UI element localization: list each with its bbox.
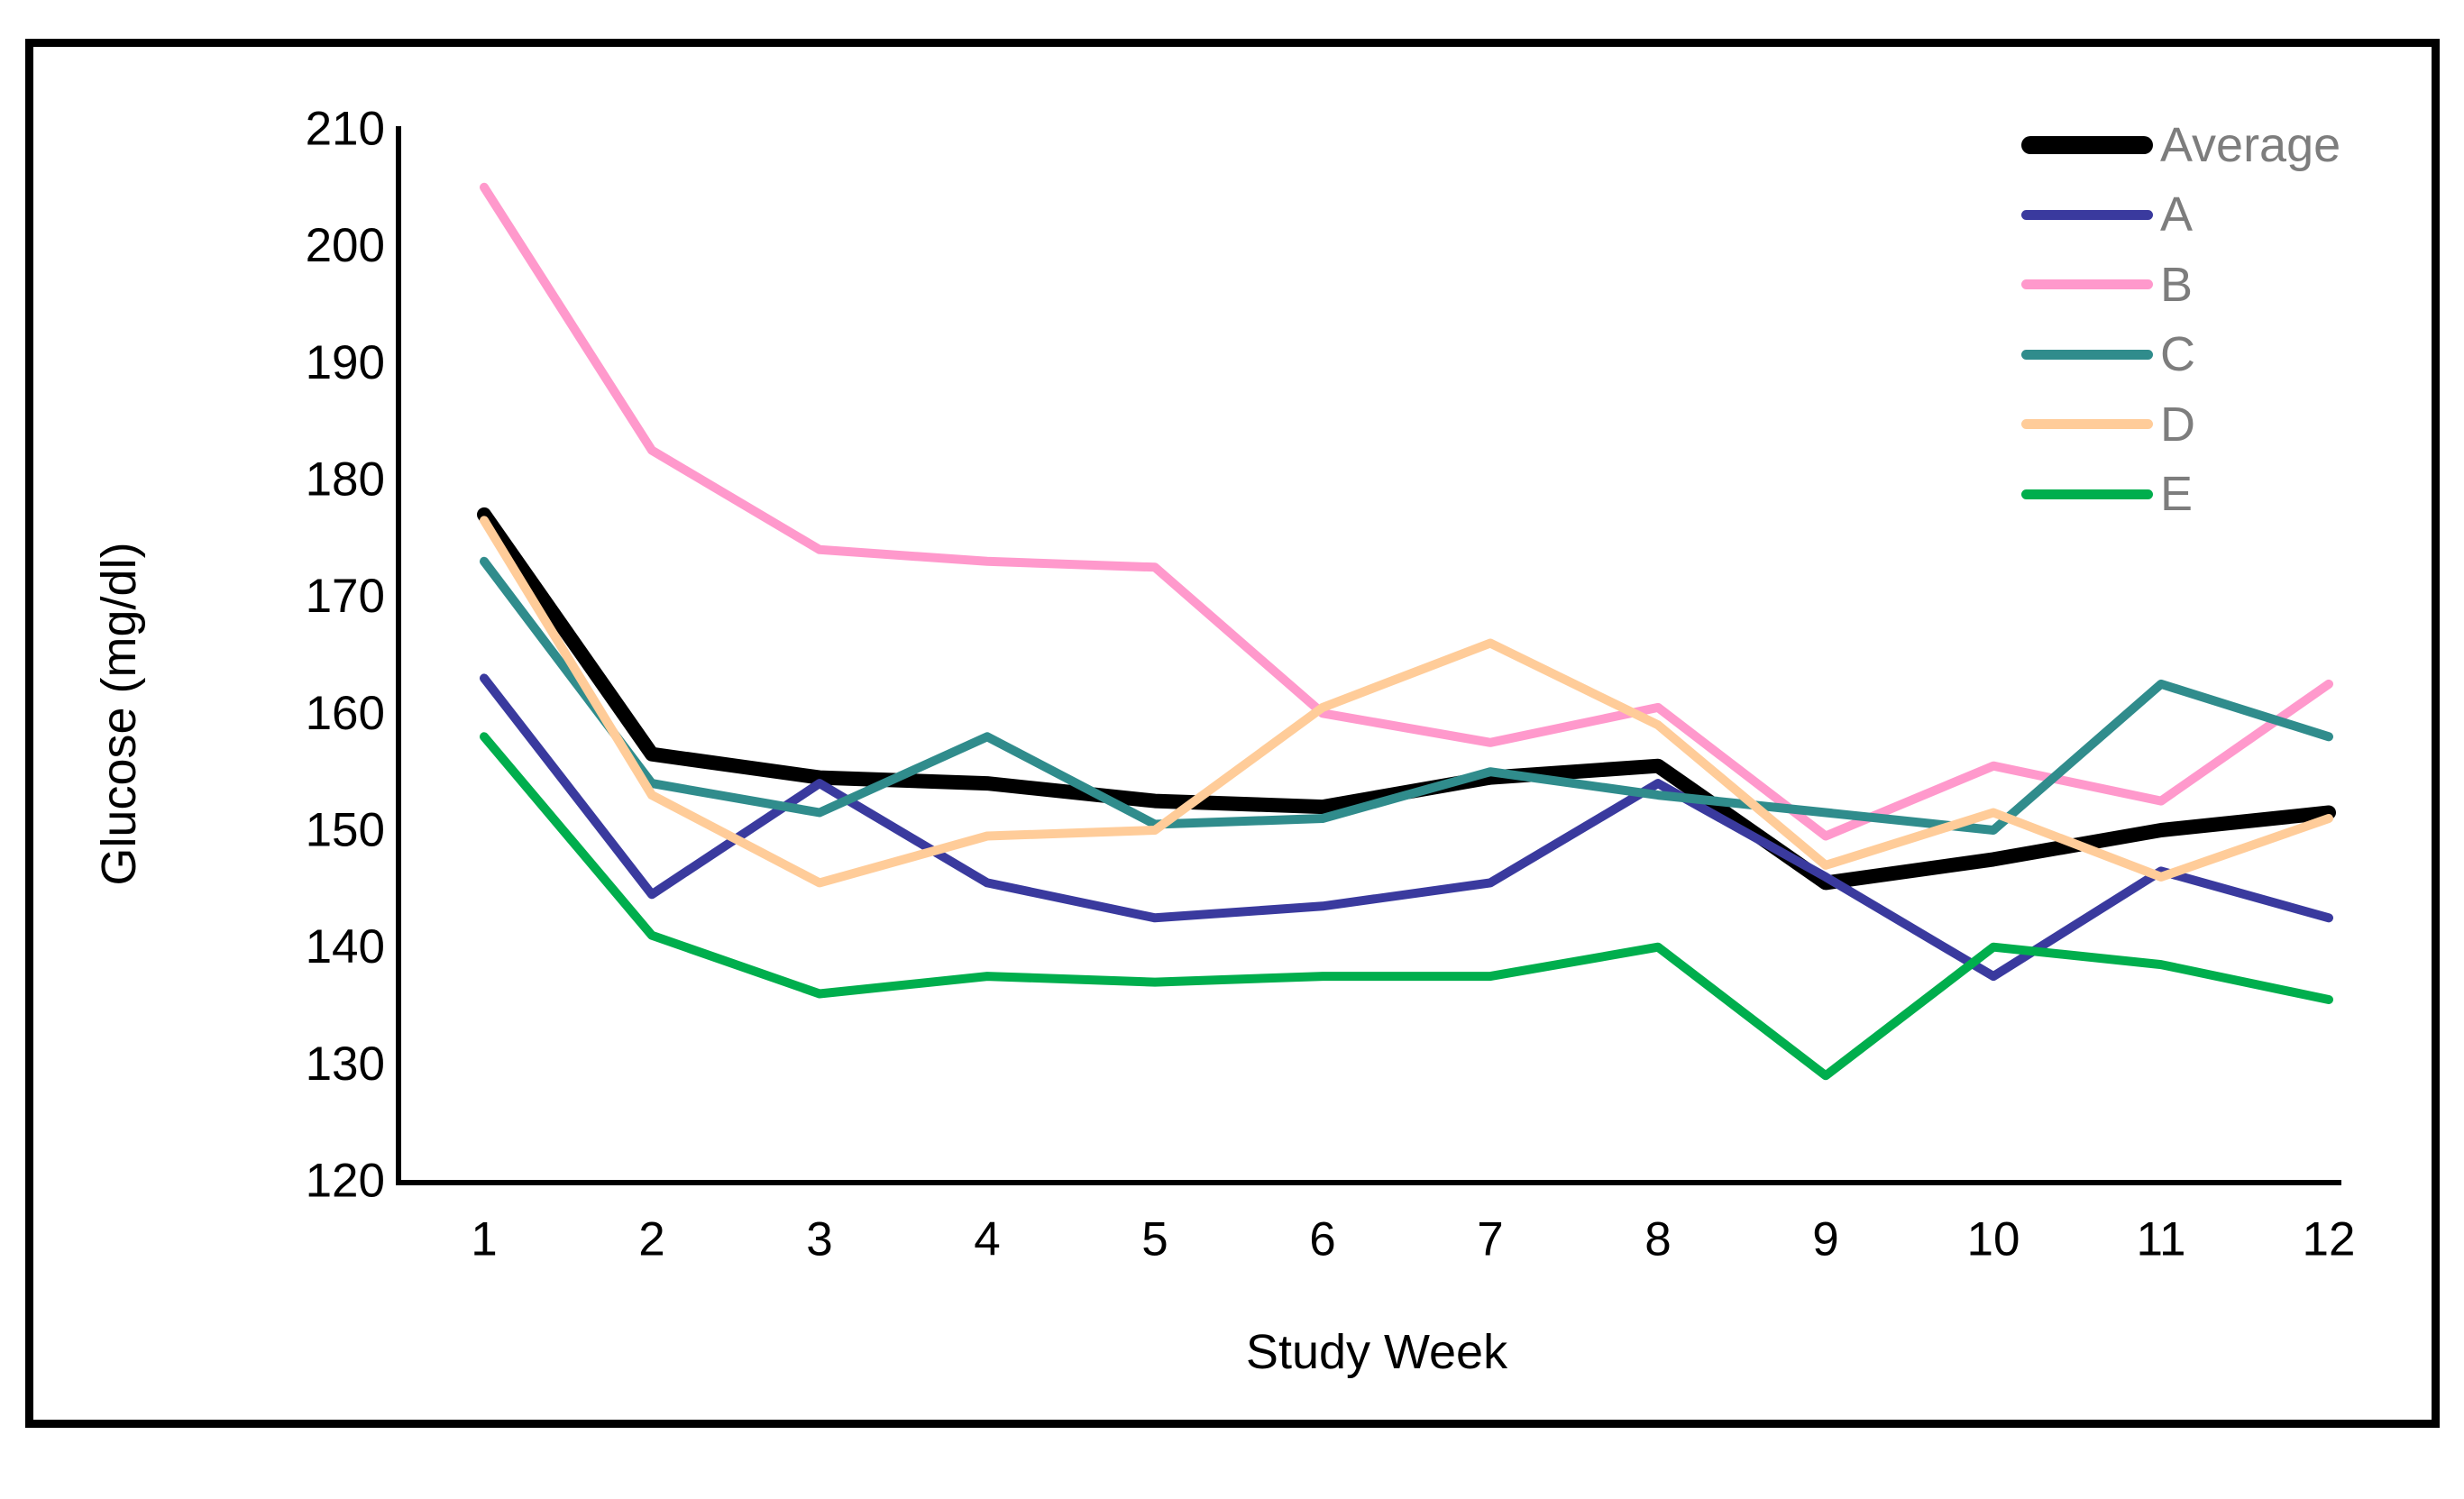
x-tick-label: 3 <box>806 1213 832 1266</box>
x-tick-label: 2 <box>638 1213 664 1266</box>
legend-swatch-d <box>2021 419 2153 430</box>
x-tick-label: 8 <box>1644 1213 1671 1266</box>
x-tick-label: 7 <box>1477 1213 1503 1266</box>
legend-label-d: D <box>2160 397 2195 452</box>
series-line-c <box>480 556 2333 835</box>
y-tick-label: 170 <box>306 570 385 623</box>
y-tick-label: 150 <box>306 804 385 857</box>
legend-label-c: C <box>2160 327 2195 382</box>
x-tick-label: 9 <box>1812 1213 1838 1266</box>
legend-swatch-b <box>2021 279 2153 290</box>
legend-label-b: B <box>2160 257 2194 312</box>
x-axis-title: Study Week <box>1245 1325 1508 1379</box>
y-tick-label: 130 <box>306 1037 385 1091</box>
legend-swatch-e <box>2021 489 2153 499</box>
legend-item-c: C <box>2021 320 2340 390</box>
legend-item-average: Average <box>2021 110 2340 180</box>
y-tick-label: 120 <box>306 1155 385 1208</box>
y-tick-label: 180 <box>306 453 385 507</box>
series-line-b <box>480 182 2333 841</box>
legend-label-a: A <box>2160 187 2194 242</box>
legend: Average A B C D E <box>2021 110 2340 529</box>
y-tick-label: 210 <box>306 103 385 156</box>
x-tick-label: 12 <box>2303 1213 2356 1266</box>
legend-item-d: D <box>2021 389 2340 460</box>
series-line-e <box>480 732 2333 1081</box>
legend-label-e: E <box>2160 467 2194 522</box>
y-tick-label: 200 <box>306 219 385 272</box>
legend-item-e: E <box>2021 460 2340 530</box>
x-tick-label: 10 <box>1967 1213 2020 1266</box>
y-tick-label: 190 <box>306 336 385 389</box>
figure-frame: Glucose (mg/dl) Study Week 120 130 140 150 1… <box>25 39 2440 1428</box>
series-line-a <box>480 673 2333 982</box>
legend-swatch-a <box>2021 209 2153 220</box>
y-tick-label: 160 <box>306 687 385 740</box>
legend-swatch-c <box>2021 349 2153 360</box>
x-tick-label: 5 <box>1141 1213 1168 1266</box>
legend-item-b: B <box>2021 250 2340 320</box>
legend-swatch-average <box>2021 135 2153 154</box>
x-tick-label: 11 <box>2136 1213 2185 1266</box>
series-line-d <box>480 516 2333 888</box>
legend-item-a: A <box>2021 180 2340 251</box>
x-tick-label: 1 <box>471 1213 497 1266</box>
x-tick-label: 6 <box>1309 1213 1335 1266</box>
legend-label-average: Average <box>2160 117 2341 172</box>
x-tick-label: 4 <box>974 1213 1000 1266</box>
y-tick-label: 140 <box>306 920 385 973</box>
